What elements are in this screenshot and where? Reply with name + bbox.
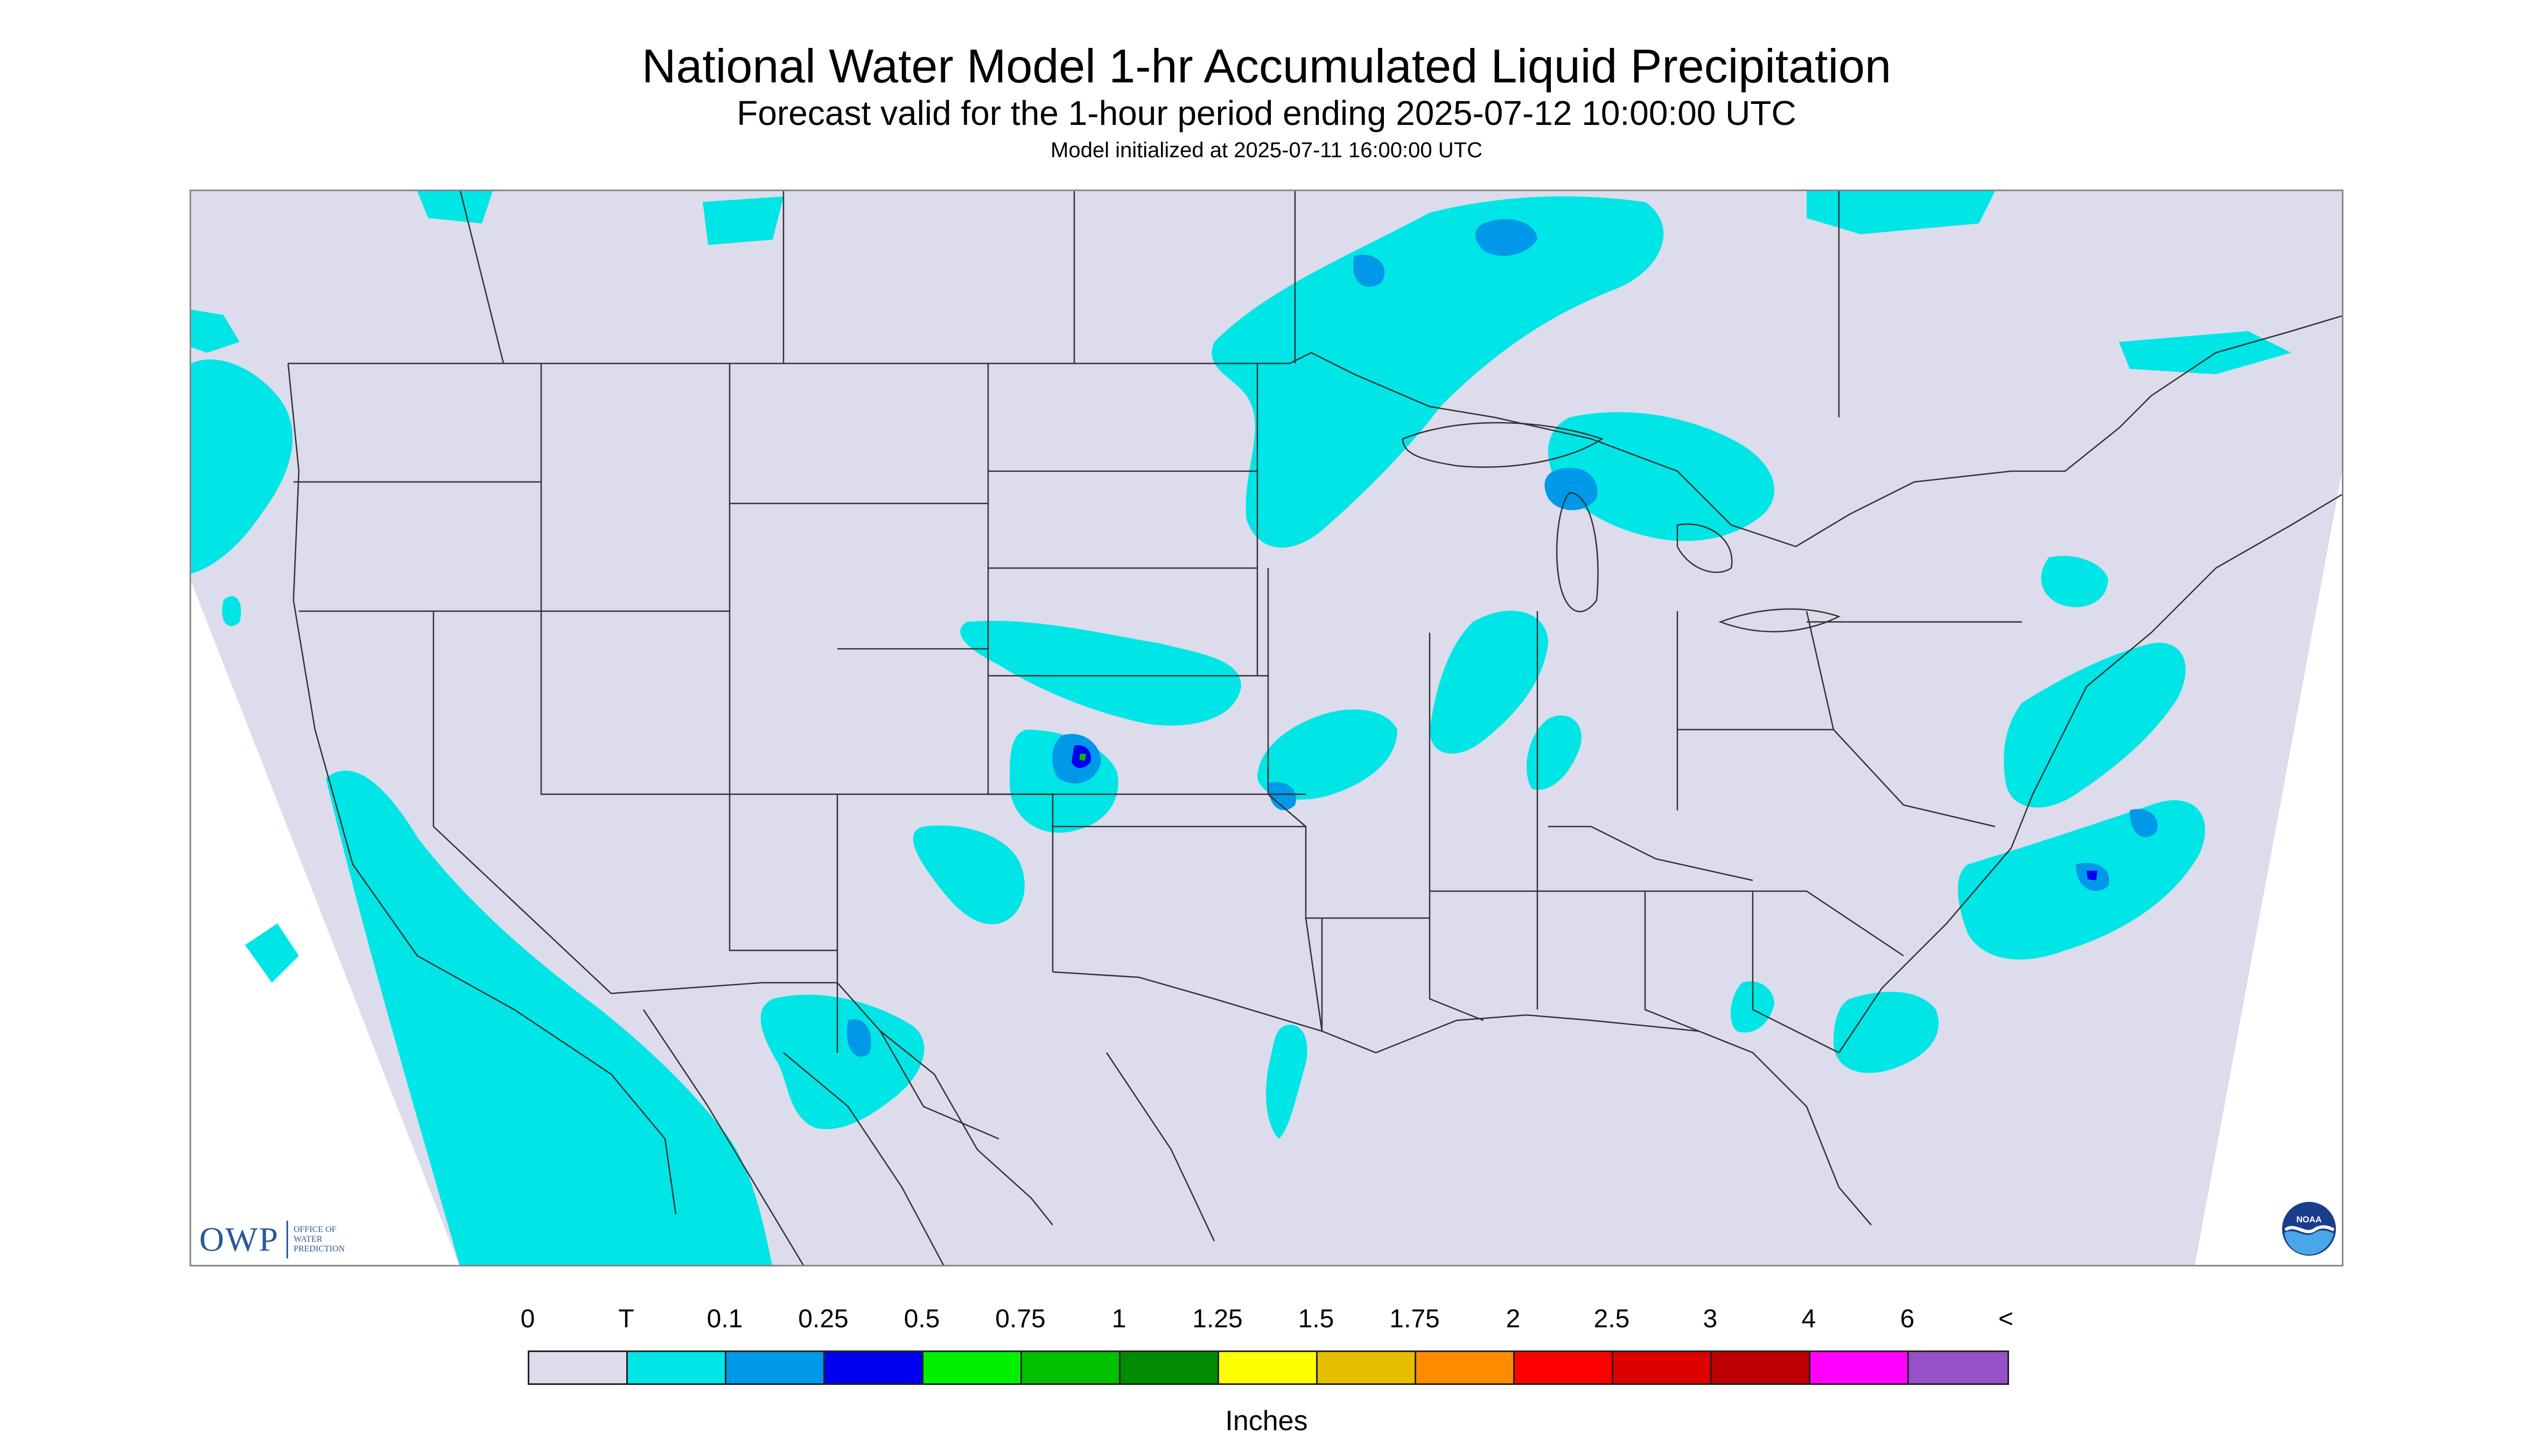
legend-units: Inches <box>1225 1405 1308 1437</box>
legend-swatch <box>1121 1352 1219 1383</box>
legend-label: 0 <box>520 1305 535 1333</box>
noaa-logo-text: NOAA <box>2296 1215 2322 1224</box>
legend-swatch <box>1909 1352 2007 1383</box>
legend-swatch <box>1318 1352 1416 1383</box>
legend-label: 4 <box>1801 1305 1816 1333</box>
legend-label: 2 <box>1506 1305 1521 1333</box>
legend-swatch <box>825 1352 923 1383</box>
map-domain <box>191 191 2342 1265</box>
legend-label: 0.1 <box>706 1305 743 1333</box>
legend-swatch <box>1613 1352 1712 1383</box>
precip-pacific <box>191 310 772 1265</box>
map-canvas <box>191 191 2342 1265</box>
legend-swatch <box>529 1352 628 1383</box>
legend-swatch <box>1712 1352 1810 1383</box>
legend-swatch <box>923 1352 1022 1383</box>
legend-label: 2.5 <box>1593 1305 1630 1333</box>
legend-swatch <box>628 1352 726 1383</box>
legend-swatch <box>1416 1352 1515 1383</box>
owp-logo-text: Office of Water Prediction <box>293 1225 345 1254</box>
state-boundaries <box>287 191 2342 1265</box>
precip-plains <box>760 621 1307 1139</box>
precip-midwest <box>1257 611 1582 800</box>
legend-swatch <box>1515 1352 1613 1383</box>
legend-label: 0.25 <box>798 1305 849 1333</box>
legend-swatch <box>1810 1352 1909 1383</box>
legend-swatch <box>1022 1352 1121 1383</box>
legend-label: 0.5 <box>904 1305 940 1333</box>
legend-color-bar <box>528 1350 2009 1385</box>
legend-swatch <box>726 1352 825 1383</box>
legend-label: 3 <box>1703 1305 1718 1333</box>
legend-labels: 0 T 0.1 0.25 0.5 0.75 1 1.25 1.5 1.75 2 2.5 3 4 6 < <box>495 1303 2057 1341</box>
legend-label: 1.25 <box>1192 1305 1243 1333</box>
precipitation-map[interactable] <box>190 190 2343 1266</box>
precip-cores <box>847 219 2158 1057</box>
forecast-valid-line: Forecast valid for the 1-hour period end… <box>737 94 1796 132</box>
map-title: National Water Model 1-hr Accumulated Li… <box>641 39 1892 93</box>
owp-logo: OWP Office of Water Prediction <box>199 1218 345 1261</box>
legend-label: 6 <box>1900 1305 1915 1333</box>
legend-label: 0.75 <box>995 1305 1046 1333</box>
owp-logo-mark: OWP <box>199 1221 289 1258</box>
legend-label: 1.75 <box>1389 1305 1440 1333</box>
great-lakes <box>1402 422 1841 633</box>
legend-swatch <box>1219 1352 1318 1383</box>
precip-north <box>417 191 2291 548</box>
legend-label: < <box>1998 1305 2014 1333</box>
legend-label: 1 <box>1111 1305 1126 1333</box>
legend-label: 1.5 <box>1298 1305 1334 1333</box>
legend-label: T <box>618 1305 634 1333</box>
model-initialized-line: Model initialized at 2025-07-11 16:00:00… <box>1051 138 1482 162</box>
noaa-logo: NOAA <box>2282 1202 2336 1256</box>
